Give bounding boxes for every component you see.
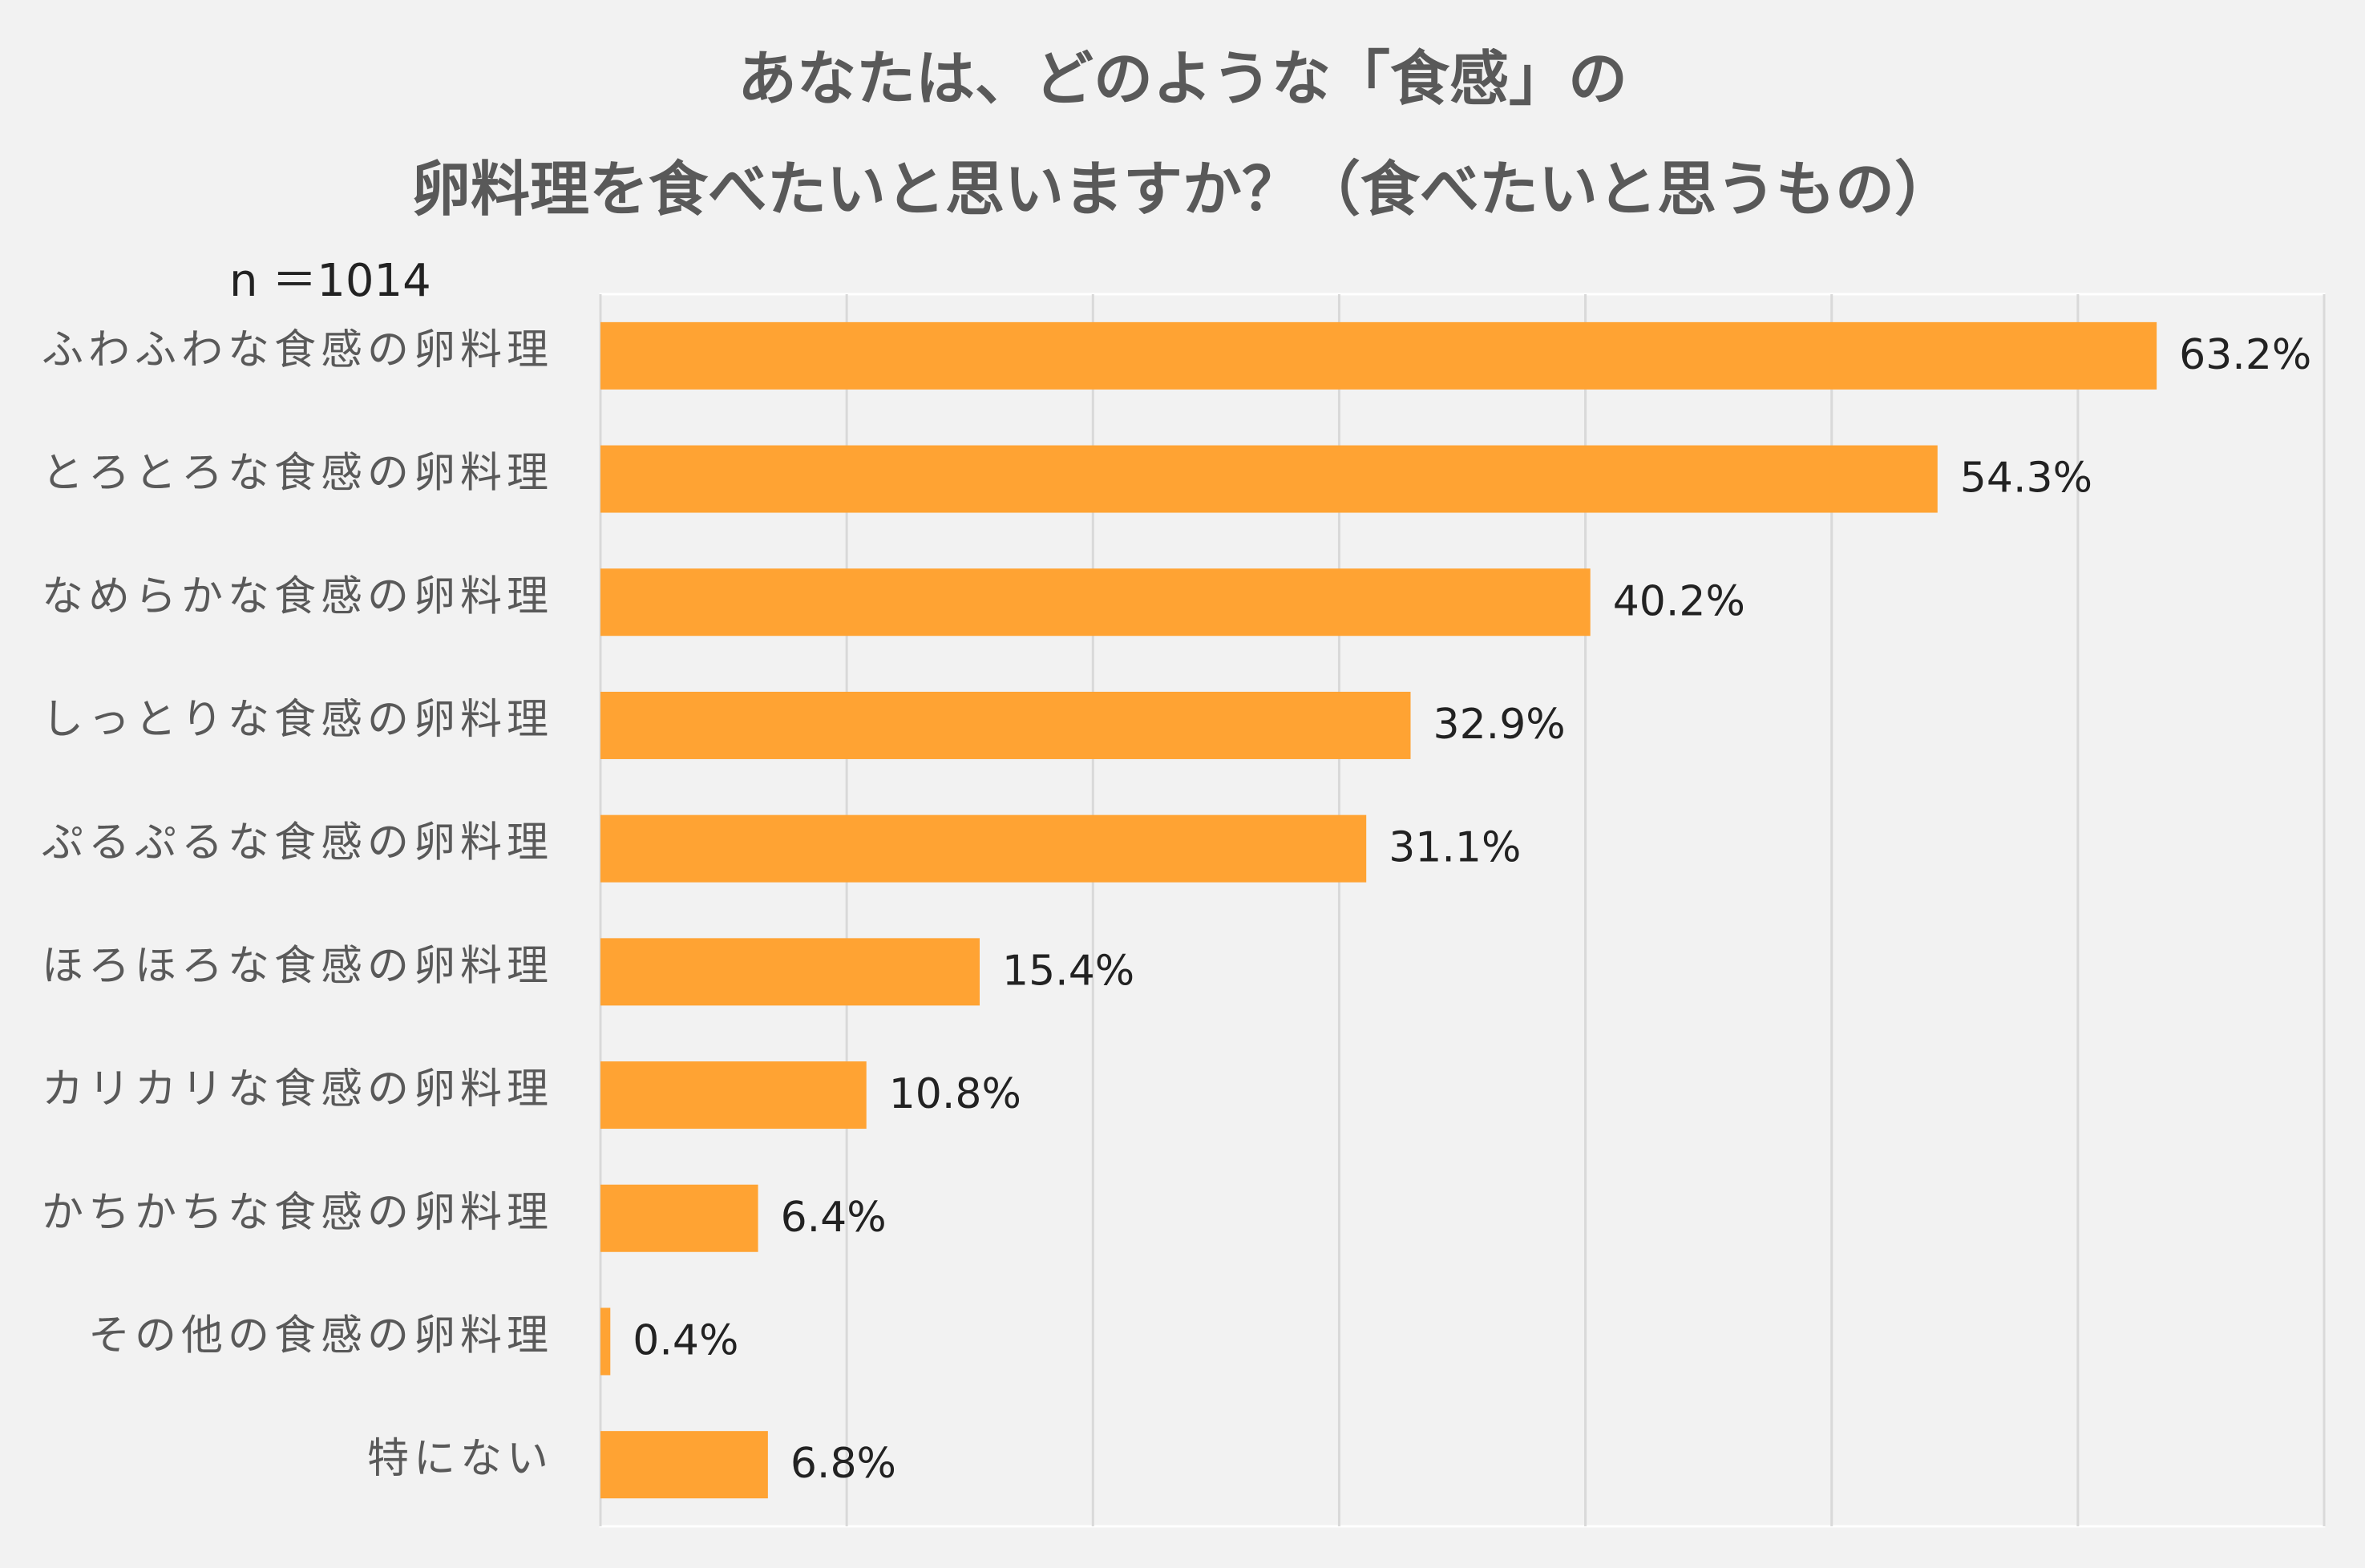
bar xyxy=(600,1431,768,1499)
data-label: 32.9% xyxy=(1433,701,1566,749)
data-label: 31.1% xyxy=(1389,824,1521,872)
y-tick-label: かちかちな食感の卵料理 xyxy=(42,1189,553,1237)
sample-size: n ＝1014 xyxy=(229,255,431,307)
bar xyxy=(600,568,1591,636)
data-label: 63.2% xyxy=(2179,331,2311,379)
y-tick-label: とろとろな食感の卵料理 xyxy=(42,450,553,498)
bar xyxy=(600,321,2157,390)
data-label: 6.8% xyxy=(790,1440,896,1488)
y-tick-label: カリカリな食感の卵料理 xyxy=(42,1065,553,1113)
data-label: 10.8% xyxy=(889,1070,1021,1118)
data-label: 15.4% xyxy=(1002,947,1134,995)
bar xyxy=(600,691,1411,759)
data-label: 40.2% xyxy=(1613,577,1745,625)
bar xyxy=(600,1184,758,1252)
data-label: 54.3% xyxy=(1960,455,2092,503)
chart-title: 卵料理を食べたいと思いますか？（食べたいと思うもの） xyxy=(411,156,1954,224)
bar xyxy=(600,814,1367,883)
data-label: 0.4% xyxy=(633,1316,738,1364)
y-tick-label: ぷるぷるな食感の卵料理 xyxy=(42,819,553,867)
bar xyxy=(600,938,980,1006)
y-tick-label: ふわふわな食感の卵料理 xyxy=(42,326,553,374)
bar xyxy=(600,1307,611,1376)
y-tick-label: なめらかな食感の卵料理 xyxy=(42,572,553,620)
bar xyxy=(600,1061,867,1130)
y-tick-label: しっとりな食感の卵料理 xyxy=(42,696,553,744)
data-label: 6.4% xyxy=(781,1194,887,1242)
chart-title: あなたは、どのような「食感」の xyxy=(738,45,1627,114)
y-tick-label: ほろほろな食感の卵料理 xyxy=(42,942,553,990)
bar xyxy=(600,445,1938,513)
y-tick-label: その他の食感の卵料理 xyxy=(88,1311,553,1360)
y-tick-label: 特にない xyxy=(367,1435,553,1483)
